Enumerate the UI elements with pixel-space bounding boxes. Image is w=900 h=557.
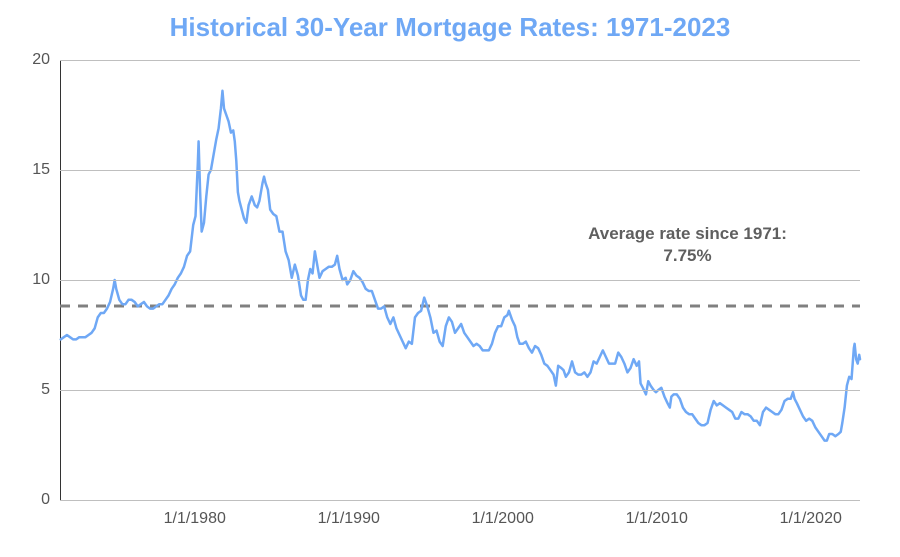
x-tick-label: 1/1/2020 (780, 500, 842, 528)
gridline (60, 280, 860, 281)
x-tick-label: 1/1/2000 (472, 500, 534, 528)
x-tick-label: 1/1/1990 (318, 500, 380, 528)
y-tick-label: 10 (32, 271, 60, 289)
y-tick-label: 0 (41, 491, 60, 509)
gridline (60, 60, 860, 61)
x-tick-label: 1/1/2010 (626, 500, 688, 528)
chart-container: Historical 30-Year Mortgage Rates: 1971-… (0, 0, 900, 557)
y-tick-label: 15 (32, 161, 60, 179)
average-annotation: Average rate since 1971: 7.75% (588, 223, 787, 267)
chart-title: Historical 30-Year Mortgage Rates: 1971-… (0, 12, 900, 43)
y-tick-label: 20 (32, 51, 60, 69)
average-annotation-line2: 7.75% (588, 245, 787, 267)
plot-area: Average rate since 1971: 7.75% 051015201… (60, 60, 860, 500)
y-tick-label: 5 (41, 381, 60, 399)
gridline (60, 170, 860, 171)
x-tick-label: 1/1/1980 (164, 500, 226, 528)
gridline (60, 390, 860, 391)
average-annotation-line1: Average rate since 1971: (588, 223, 787, 245)
